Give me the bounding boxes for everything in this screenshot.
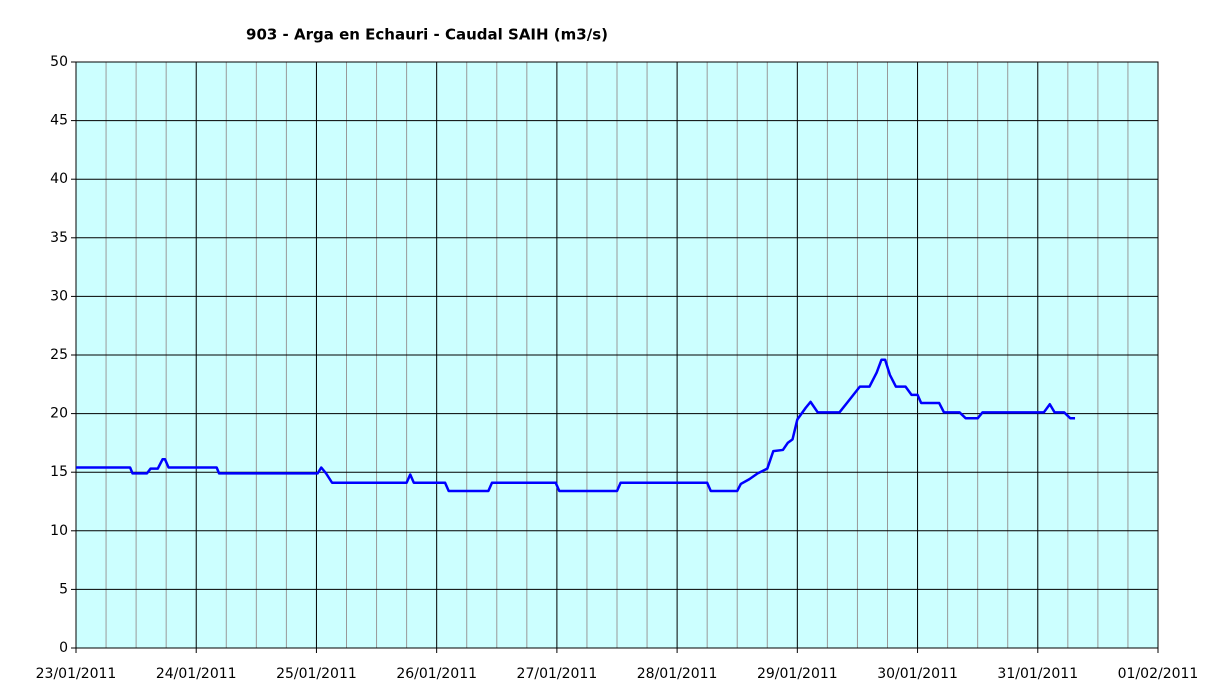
y-tick-label: 30 bbox=[50, 288, 68, 304]
x-tick-label: 28/01/2011 bbox=[637, 666, 718, 682]
chart-title: 903 - Arga en Echauri - Caudal SAIH (m3/… bbox=[246, 26, 608, 44]
x-tick-label: 25/01/2011 bbox=[276, 666, 357, 682]
y-tick-label: 25 bbox=[50, 347, 68, 363]
x-tick-label: 26/01/2011 bbox=[396, 666, 477, 682]
y-tick-label: 0 bbox=[59, 640, 68, 656]
plot-border bbox=[75, 61, 1159, 649]
x-tick-label: 01/02/2011 bbox=[1118, 666, 1199, 682]
x-tick-label: 23/01/2011 bbox=[36, 666, 117, 682]
x-tick-label: 29/01/2011 bbox=[757, 666, 838, 682]
y-tick-label: 5 bbox=[59, 581, 68, 597]
x-tick-label: 27/01/2011 bbox=[517, 666, 598, 682]
y-tick-label: 40 bbox=[50, 171, 68, 187]
y-tick-label: 15 bbox=[50, 464, 68, 480]
y-tick-label: 10 bbox=[50, 523, 68, 539]
x-tick-label: 31/01/2011 bbox=[997, 666, 1078, 682]
x-tick-label: 30/01/2011 bbox=[877, 666, 958, 682]
y-tick-label: 20 bbox=[50, 406, 68, 422]
y-tick-label: 35 bbox=[50, 230, 68, 246]
y-tick-label: 45 bbox=[50, 113, 68, 129]
data-line bbox=[76, 358, 1076, 493]
y-tick-label: 50 bbox=[50, 54, 68, 70]
x-tick-label: 24/01/2011 bbox=[156, 666, 237, 682]
